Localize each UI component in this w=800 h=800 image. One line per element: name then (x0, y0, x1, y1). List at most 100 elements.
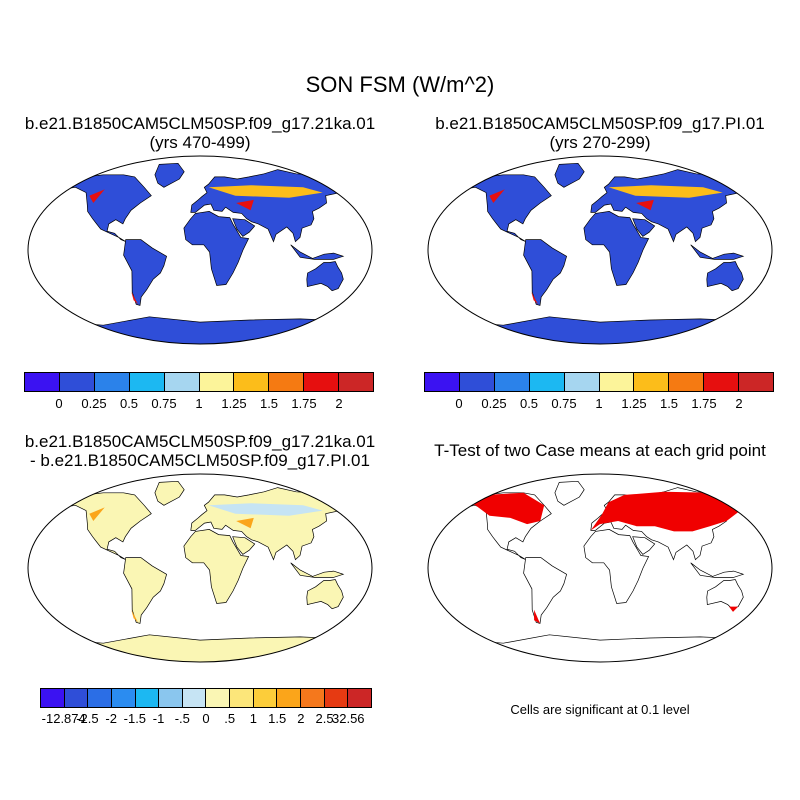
colorbar-tick-label: -1 (152, 711, 165, 726)
colorbar-box (59, 373, 95, 391)
colorbar-panel-2 (424, 372, 774, 392)
colorbar-box (634, 373, 670, 391)
high-value-region (89, 189, 105, 203)
colorbar-box (459, 373, 495, 391)
colorbar-box (739, 373, 774, 391)
colorbar-box (129, 373, 165, 391)
colorbar-tick-label: 2 (735, 396, 743, 411)
land-indonesia (290, 562, 345, 578)
land-australia (706, 579, 744, 610)
panel-1-title-line2: (yrs 470-499) (149, 133, 251, 152)
high-value-region (89, 507, 105, 521)
land-arabia (632, 536, 656, 555)
colorbar-box (199, 373, 235, 391)
colorbar-box (324, 689, 349, 707)
map-border (27, 473, 373, 663)
colorbar-tick-label: -.5 (174, 711, 190, 726)
colorbar-tick-label: 1.25 (221, 396, 247, 411)
panel-1-title-line1: b.e21.B1850CAM5CLM50SP.f09_g17.21ka.01 (24, 114, 376, 133)
mid-value-region (208, 185, 323, 198)
colorbar-tick-label: 0.25 (81, 396, 107, 411)
land-north-america (58, 174, 152, 242)
colorbar-tick-label: 2 (335, 396, 343, 411)
colorbar-box (234, 373, 270, 391)
map-panel-4 (427, 473, 773, 663)
significant-region (590, 491, 749, 532)
land-arabia (632, 218, 656, 237)
land-north-america (58, 492, 152, 560)
panel-2-title-line1: b.e21.B1850CAM5CLM50SP.f09_g17.PI.01 (435, 114, 765, 133)
land-south-america (523, 557, 568, 624)
high-value-region (531, 291, 538, 305)
map-panel-3 (27, 473, 373, 663)
colorbar-box (304, 373, 340, 391)
land-greenland (154, 162, 185, 188)
panel-1-title: b.e21.B1850CAM5CLM50SP.f09_g17.21ka.01 (… (0, 114, 400, 152)
colorbar-panel-1 (24, 372, 374, 392)
colorbar-box (159, 689, 183, 707)
colorbar-tick-label: 1.5 (659, 396, 679, 411)
colorbar-tick-label: 2 (297, 711, 305, 726)
map-panel-2 (427, 155, 773, 345)
colorbar-tick-label: 32.56 (332, 711, 365, 726)
colorbar-box (41, 689, 65, 707)
colorbar-difference-labels: -12.874 -2.5 -2 -1.5 -1 -.5 0 .5 1 1.5 2 2.5 32.56 (40, 711, 372, 727)
colorbar-box (164, 373, 200, 391)
panel-3-title-line2: - b.e21.B1850CAM5CLM50SP.f09_g17.PI.01 (30, 451, 370, 470)
colorbar-box (269, 373, 305, 391)
colorbar-tick-label: 0 (202, 711, 210, 726)
colorbar-box (206, 689, 231, 707)
colorbar-tick-label: 1.25 (621, 396, 647, 411)
land-north-america (458, 174, 552, 242)
colorbar-box (111, 689, 136, 707)
colorbar-tick-label: 1.5 (268, 711, 287, 726)
map-panel-1 (27, 155, 373, 345)
land-africa (183, 529, 250, 604)
land-australia (306, 261, 344, 292)
map-border (427, 473, 773, 663)
colorbar-tick-label: 0.25 (481, 396, 507, 411)
map-border (27, 155, 373, 345)
colorbar-box (277, 689, 302, 707)
colorbar-tick-label: -1.5 (123, 711, 147, 726)
land-africa (583, 529, 650, 604)
figure-title: SON FSM (W/m^2) (305, 72, 495, 97)
colorbar-box (704, 373, 740, 391)
colorbar-tick-label: 1 (195, 396, 203, 411)
land-south-america (123, 557, 168, 624)
colorbar-box (564, 373, 600, 391)
land-africa (583, 211, 650, 286)
colorbar-box (230, 689, 254, 707)
colorbar-tick-label: 0 (55, 396, 63, 411)
high-value-region (236, 199, 254, 211)
mid-value-region (208, 503, 323, 516)
colorbar-tick-label: -12.874 (41, 711, 86, 726)
colorbar-tick-label: 1 (595, 396, 603, 411)
colorbar-tick-label: -2 (105, 711, 117, 726)
land-africa (183, 211, 250, 286)
land-indonesia (690, 244, 745, 260)
colorbar-tick-label: 0.75 (551, 396, 577, 411)
colorbar-box (599, 373, 635, 391)
colorbar-box (253, 689, 278, 707)
land-greenland (554, 480, 585, 506)
high-value-region (636, 199, 654, 211)
colorbar-tick-label: -2.5 (76, 711, 99, 726)
colorbar-difference (40, 688, 372, 708)
colorbar-box (25, 373, 60, 391)
land-greenland (154, 480, 185, 506)
colorbar-box (669, 373, 705, 391)
colorbar-tick-label: 0.5 (119, 396, 139, 411)
colorbar-tick-label: 1.75 (291, 396, 317, 411)
mid-value-region (608, 185, 723, 198)
colorbar-panel-1-labels: 0 0.25 0.5 0.75 1 1.25 1.5 1.75 2 (24, 396, 374, 412)
land-greenland (554, 162, 585, 188)
land-australia (706, 261, 744, 292)
colorbar-tick-label: 0 (455, 396, 463, 411)
panel-2-title: b.e21.B1850CAM5CLM50SP.f09_g17.PI.01 (yr… (400, 114, 800, 152)
colorbar-tick-label: .5 (224, 711, 236, 726)
high-value-region (489, 189, 505, 203)
colorbar-panel-2-labels: 0 0.25 0.5 0.75 1 1.25 1.5 1.75 2 (424, 396, 774, 412)
colorbar-box (135, 689, 160, 707)
panel-2-title-line2: (yrs 270-299) (549, 133, 651, 152)
